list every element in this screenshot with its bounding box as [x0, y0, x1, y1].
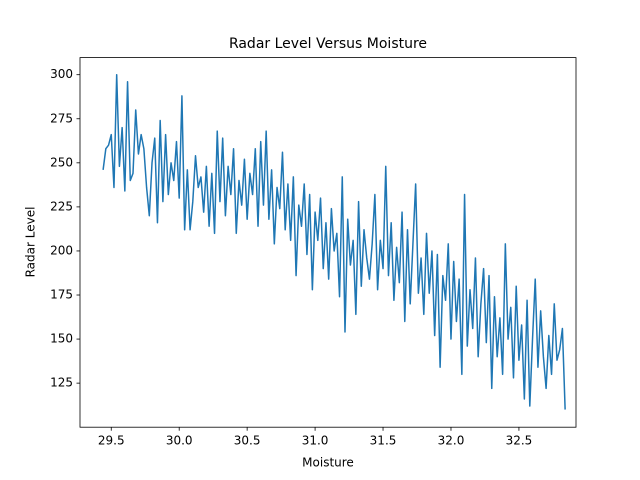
x-axis-label: Moisture	[302, 456, 354, 470]
y-tick-label: 300	[50, 67, 73, 81]
y-tick-label: 275	[50, 111, 73, 125]
y-tick-label: 225	[50, 199, 73, 213]
y-tick-label: 200	[50, 243, 73, 257]
y-tick-label: 150	[50, 332, 73, 346]
x-tick-label: 30.5	[234, 434, 261, 448]
y-axis-label: Radar Level	[24, 207, 38, 278]
chart-title: Radar Level Versus Moisture	[229, 36, 427, 52]
x-tick-label: 31.5	[370, 434, 397, 448]
y-tick-label: 175	[50, 288, 73, 302]
x-tick-label: 30.0	[166, 434, 193, 448]
plot-frame	[79, 57, 577, 428]
data-line	[102, 73, 566, 410]
x-tick-label: 32.5	[506, 434, 533, 448]
x-tick-label: 32.0	[438, 434, 465, 448]
x-tick-label: 31.0	[302, 434, 329, 448]
y-tick-label: 125	[50, 376, 73, 390]
x-tick-label: 29.5	[98, 434, 125, 448]
y-tick-label: 250	[50, 155, 73, 169]
